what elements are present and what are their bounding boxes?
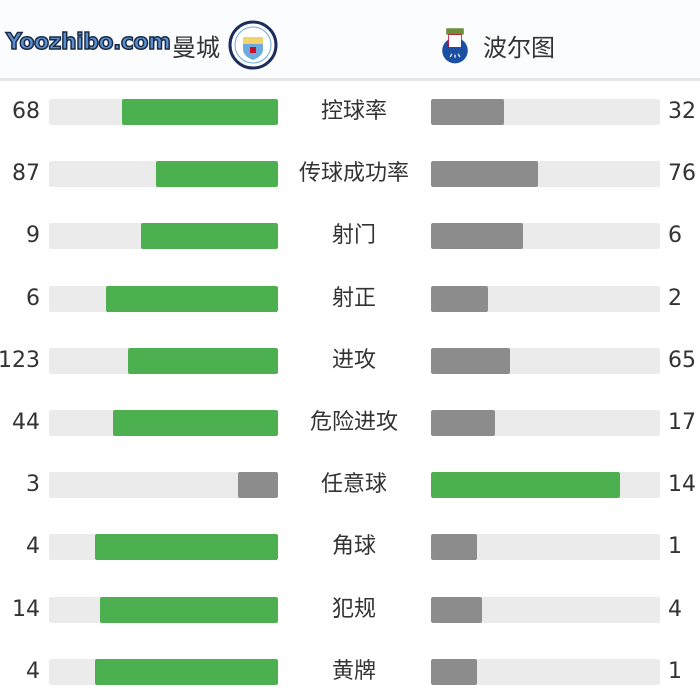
home-bar-fill [106,285,278,312]
away-value: 1 [668,534,682,560]
away-bar-track [431,347,660,374]
stat-label: 黄牌 [331,658,376,684]
away-value: 2 [668,285,682,311]
watermark: Yoozhibo.com [5,29,171,56]
stat-label: 角球 [331,534,376,560]
home-bar-fill [122,99,278,125]
match-header: 曼城 波尔图 [0,0,700,81]
away-bar-track [431,161,660,188]
away-bar-fill [431,534,477,561]
away-bar-fill [431,410,495,436]
home-bar-track [49,347,278,374]
home-bar-fill [155,161,278,188]
home-value: 68 [12,99,40,124]
stat-row: 44 危险进攻 17 [0,408,700,438]
away-bar-track [431,534,660,561]
away-value: 32 [668,99,696,124]
away-bar-track [431,410,660,436]
home-value: 9 [26,223,40,249]
home-bar-track [49,161,278,188]
stat-label: 任意球 [320,472,387,498]
stat-label: 射门 [331,223,376,249]
away-bar-track [431,658,660,685]
home-bar-track [49,658,278,685]
home-bar-fill [94,658,278,685]
home-bar-track [49,472,278,499]
stat-label: 传球成功率 [298,161,409,187]
away-bar-track [431,99,660,125]
away-bar-track [431,285,660,312]
home-bar-track [49,223,278,250]
home-value: 6 [26,285,40,311]
home-value: 4 [26,658,40,684]
fc-porto-crest-icon [442,28,468,64]
away-bar-fill [431,285,489,312]
away-value: 65 [668,347,696,373]
stat-row: 6 射正 2 [0,284,700,314]
home-value: 87 [12,161,40,187]
home-bar-fill [140,223,278,250]
home-team: 曼城 [172,20,278,70]
away-bar-fill [431,99,505,125]
away-bar-fill [431,347,511,374]
away-team-name: 波尔图 [483,33,555,62]
away-bar-fill [431,223,523,250]
away-value: 6 [668,223,682,249]
stat-row: 87 传球成功率 76 [0,159,700,189]
stat-label: 控球率 [320,99,387,124]
home-bar-fill [94,534,278,561]
away-value: 4 [668,596,682,622]
away-bar-track [431,223,660,250]
away-bar-fill [431,161,538,188]
home-bar-fill [99,596,278,623]
stat-row: 3 任意球 14 [0,470,700,500]
stat-label: 射正 [331,285,376,311]
home-value: 14 [12,596,40,622]
away-value: 14 [668,472,696,498]
away-bar-fill [431,472,620,499]
home-value: 4 [26,534,40,560]
home-bar-track [49,285,278,312]
stat-label: 犯规 [331,596,376,622]
home-bar-track [49,534,278,561]
stat-row: 4 黄牌 1 [0,657,700,687]
home-bar-track [49,410,278,436]
stat-label: 危险进攻 [309,410,398,435]
stat-row: 4 角球 1 [0,532,700,562]
away-value: 17 [668,410,696,435]
home-bar-track [49,596,278,623]
stat-label: 进攻 [331,347,376,373]
away-bar-fill [431,658,477,685]
stat-row: 14 犯规 4 [0,595,700,625]
home-bar-track [49,99,278,125]
home-bar-fill [112,410,278,436]
away-value: 76 [668,161,696,187]
home-value: 123 [0,347,40,373]
home-value: 3 [26,472,40,498]
stat-row: 68 控球率 32 [0,97,700,127]
home-bar-fill [128,347,278,374]
away-bar-track [431,596,660,623]
home-bar-fill [237,472,278,499]
away-bar-fill [431,596,482,623]
manchester-city-crest-icon [228,20,278,70]
home-team-name: 曼城 [172,33,220,62]
away-bar-track [431,472,660,499]
away-team: 波尔图 [435,20,555,70]
home-value: 44 [12,410,40,435]
stat-row: 9 射门 6 [0,221,700,251]
stat-row: 123 进攻 65 [0,346,700,376]
away-value: 1 [668,658,682,684]
